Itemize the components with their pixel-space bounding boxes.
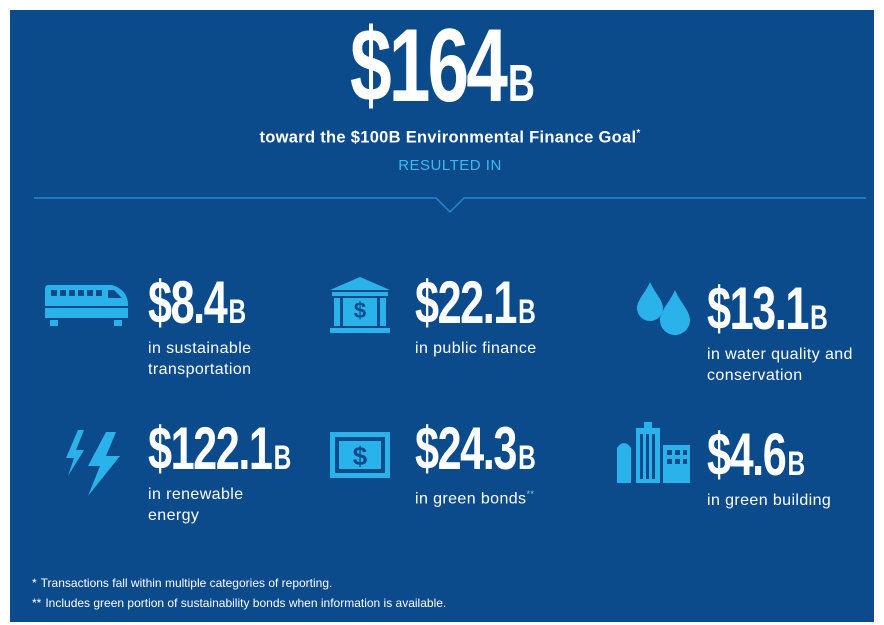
item: $8.4B in sustainable transportation bbox=[148, 272, 288, 380]
headline-amount: $164 bbox=[349, 8, 508, 124]
item: $22.1B in public finance bbox=[415, 272, 635, 359]
bond-icon: $ bbox=[330, 432, 390, 478]
energy-icon bbox=[66, 430, 120, 496]
panel bbox=[10, 10, 874, 622]
bank-icon: $ bbox=[330, 277, 390, 333]
item-figure-row: $122.1B bbox=[148, 418, 347, 480]
item-amount: $13.1 bbox=[707, 275, 809, 342]
item-label: in water quality and conservation bbox=[707, 344, 857, 386]
item-label-text: in green building bbox=[707, 492, 832, 509]
item-figure: $22.1B bbox=[415, 272, 536, 334]
item-unit: B bbox=[273, 439, 292, 477]
item-unit: B bbox=[787, 445, 806, 483]
building-icon bbox=[617, 422, 690, 483]
item: $24.3B in green bonds** bbox=[415, 418, 635, 509]
item-label: in green bonds** bbox=[415, 484, 635, 509]
svg-text:$: $ bbox=[354, 298, 366, 323]
item-label: in green building bbox=[707, 490, 884, 511]
item-unit: B bbox=[518, 293, 536, 331]
subtitle: toward the $100B Environmental Finance G… bbox=[0, 128, 884, 148]
footnote-text: Transactions fall within multiple catego… bbox=[40, 576, 333, 590]
footnote-text: Includes green portion of sustainability… bbox=[45, 596, 447, 610]
footnote: * Transactions fall within multiple categ… bbox=[32, 573, 446, 593]
item-unit: B bbox=[518, 439, 536, 477]
item-figure-row: $22.1B bbox=[415, 272, 635, 334]
item-label-text: in renewable energy bbox=[148, 486, 244, 524]
item: $4.6B in green building bbox=[707, 424, 884, 511]
footnote: ** Includes green portion of sustainabili… bbox=[32, 593, 446, 613]
headline-unit: B bbox=[507, 55, 535, 113]
train-icon bbox=[45, 285, 128, 326]
icons: $ $ bbox=[45, 277, 690, 496]
result-label: RESULTED IN bbox=[398, 157, 502, 174]
item-amount: $4.6 bbox=[707, 421, 787, 488]
item-figure-row: $8.4B bbox=[148, 272, 288, 334]
item-label: in public finance bbox=[415, 338, 635, 359]
item-unit: B bbox=[228, 293, 247, 331]
headline: $164B bbox=[0, 14, 884, 118]
item-figure: $24.3B bbox=[415, 418, 536, 480]
item-figure: $122.1B bbox=[148, 418, 291, 480]
item: $122.1B in renewable energy bbox=[148, 418, 347, 526]
item-figure: $4.6B bbox=[707, 424, 805, 486]
subtitle-mark: * bbox=[636, 128, 641, 139]
water-icon bbox=[637, 282, 690, 335]
item-label-text: in public finance bbox=[415, 340, 537, 357]
item: $13.1B in water quality and conservation bbox=[707, 278, 875, 386]
item-label: in renewable energy bbox=[148, 484, 263, 526]
item-figure-row: $4.6B bbox=[707, 424, 884, 486]
item-figure-row: $13.1B bbox=[707, 278, 875, 340]
footnote-mark: * bbox=[32, 576, 37, 590]
footnote-mark: ** bbox=[32, 596, 42, 610]
item-unit: B bbox=[810, 299, 828, 337]
item-label-text: in sustainable transportation bbox=[148, 340, 252, 378]
item-figure: $13.1B bbox=[707, 278, 828, 340]
subtitle-text: toward the $100B Environmental Finance G… bbox=[259, 128, 637, 147]
item-amount: $8.4 bbox=[148, 269, 228, 336]
footnotes: * Transactions fall within multiple categ… bbox=[32, 573, 446, 613]
svg-text:$: $ bbox=[353, 441, 368, 471]
item-amount: $24.3 bbox=[415, 415, 517, 482]
item-label-text: in green bonds bbox=[415, 490, 527, 508]
item-figure: $8.4B bbox=[148, 272, 246, 334]
item-amount: $122.1 bbox=[148, 415, 273, 482]
item-figure-row: $24.3B bbox=[415, 418, 635, 480]
divider bbox=[34, 197, 866, 214]
item-mark: ** bbox=[526, 489, 535, 499]
item-amount: $22.1 bbox=[415, 269, 517, 336]
item-label-text: in water quality and conservation bbox=[707, 346, 853, 384]
item-label: in sustainable transportation bbox=[148, 338, 288, 380]
